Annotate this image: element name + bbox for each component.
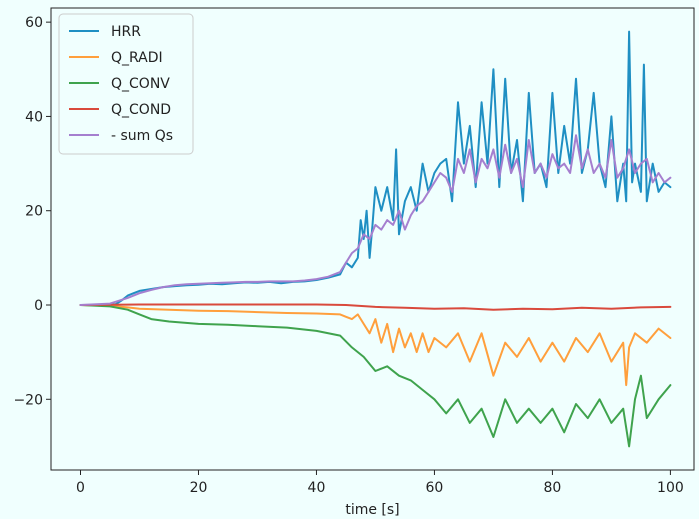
y-tick-label: −20: [13, 392, 43, 408]
x-tick-label: 60: [426, 480, 444, 496]
x-tick-label: 80: [544, 480, 562, 496]
legend-label: HRR: [111, 24, 141, 40]
y-tick-label: 0: [34, 298, 43, 314]
y-axis: −20 0 20 40 60: [13, 15, 51, 408]
plot-frame: [50, 7, 695, 471]
x-tick-label: 20: [190, 480, 208, 496]
x-tick-label: 0: [76, 480, 85, 496]
series-line-2: [79, 304, 672, 448]
legend-box: [58, 13, 194, 155]
legend-label: Q_RADI: [111, 50, 163, 66]
x-tick-label: 100: [657, 480, 684, 496]
series-line-1: [79, 304, 672, 387]
series-line-4: [79, 134, 672, 306]
series-line-3: [79, 303, 672, 311]
y-tick-label: 20: [25, 204, 43, 220]
legend-label: - sum Qs: [111, 128, 173, 144]
y-tick-label: 40: [25, 109, 43, 125]
x-axis-title: time [s]: [345, 502, 399, 518]
x-axis: 0 20 40 60 80 100: [76, 470, 684, 496]
series-layer: [79, 30, 672, 448]
y-tick-label: 60: [25, 15, 43, 31]
legend-label: Q_CONV: [111, 76, 170, 92]
legend-label: Q_COND: [111, 102, 171, 118]
x-tick-label: 40: [308, 480, 326, 496]
legend: HRR Q_RADI Q_CONV Q_COND - sum Qs: [58, 13, 194, 155]
